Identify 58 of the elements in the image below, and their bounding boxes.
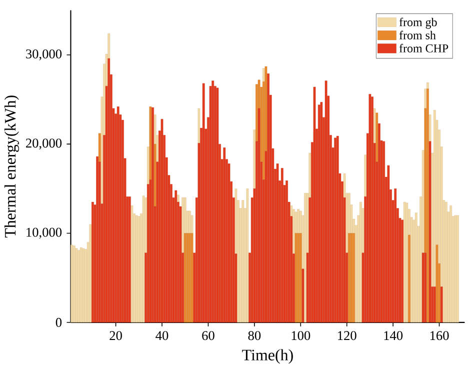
- x-tick-label: 40: [156, 330, 168, 340]
- x-tick-label: 80: [248, 330, 261, 340]
- bar: [160, 118, 164, 322]
- bar: [184, 232, 186, 322]
- bar: [202, 83, 205, 322]
- bar: [223, 147, 226, 322]
- x-tick-label: 160: [430, 330, 449, 340]
- y-tick-label: 30,000: [26, 49, 62, 60]
- bar: [149, 106, 152, 180]
- bar: [364, 154, 366, 197]
- bar: [128, 196, 131, 322]
- bar: [188, 210, 191, 234]
- bar: [299, 232, 302, 322]
- bar: [108, 58, 110, 322]
- bar: [456, 215, 459, 322]
- bar: [98, 133, 101, 162]
- x-tick-label: 140: [384, 330, 403, 340]
- bar: [352, 232, 355, 322]
- x-tick-label: 120: [338, 330, 356, 340]
- bar: [294, 232, 298, 322]
- bar: [142, 196, 145, 322]
- bar: [190, 232, 194, 322]
- legend-label: from gb: [399, 18, 437, 29]
- bar: [433, 286, 436, 322]
- bar: [253, 130, 256, 189]
- y-tick-label: 10,000: [26, 228, 62, 239]
- bar: [70, 244, 74, 322]
- x-axis-title: Time(h): [242, 349, 293, 364]
- bar: [436, 244, 438, 322]
- bar: [401, 220, 404, 322]
- x-tick-label: 20: [110, 330, 122, 340]
- bar: [89, 224, 92, 322]
- bar: [394, 188, 397, 322]
- y-tick-label: 20,000: [26, 138, 62, 150]
- bar: [336, 136, 339, 322]
- bar: [376, 112, 378, 162]
- bar: [422, 252, 424, 322]
- bar: [174, 190, 178, 322]
- bar: [152, 107, 154, 322]
- bar: [406, 202, 408, 322]
- bar: [371, 96, 374, 322]
- bar: [382, 141, 385, 322]
- bar: [408, 234, 410, 322]
- bar: [426, 82, 429, 89]
- x-tick-label: 100: [292, 330, 310, 340]
- y-axis-title: Thermal energy(kWh): [4, 95, 19, 238]
- y-tick-label: 0: [56, 318, 62, 327]
- bar: [313, 86, 316, 322]
- bar: [428, 114, 432, 142]
- legend-label: from CHP: [399, 44, 448, 52]
- x-tick-label: 60: [202, 330, 214, 340]
- bar: [440, 286, 443, 322]
- bar: [154, 144, 156, 206]
- bar: [212, 80, 214, 322]
- bar: [424, 88, 427, 108]
- bar: [198, 108, 200, 144]
- legend-label: from sh: [399, 30, 436, 40]
- bar: [403, 202, 406, 322]
